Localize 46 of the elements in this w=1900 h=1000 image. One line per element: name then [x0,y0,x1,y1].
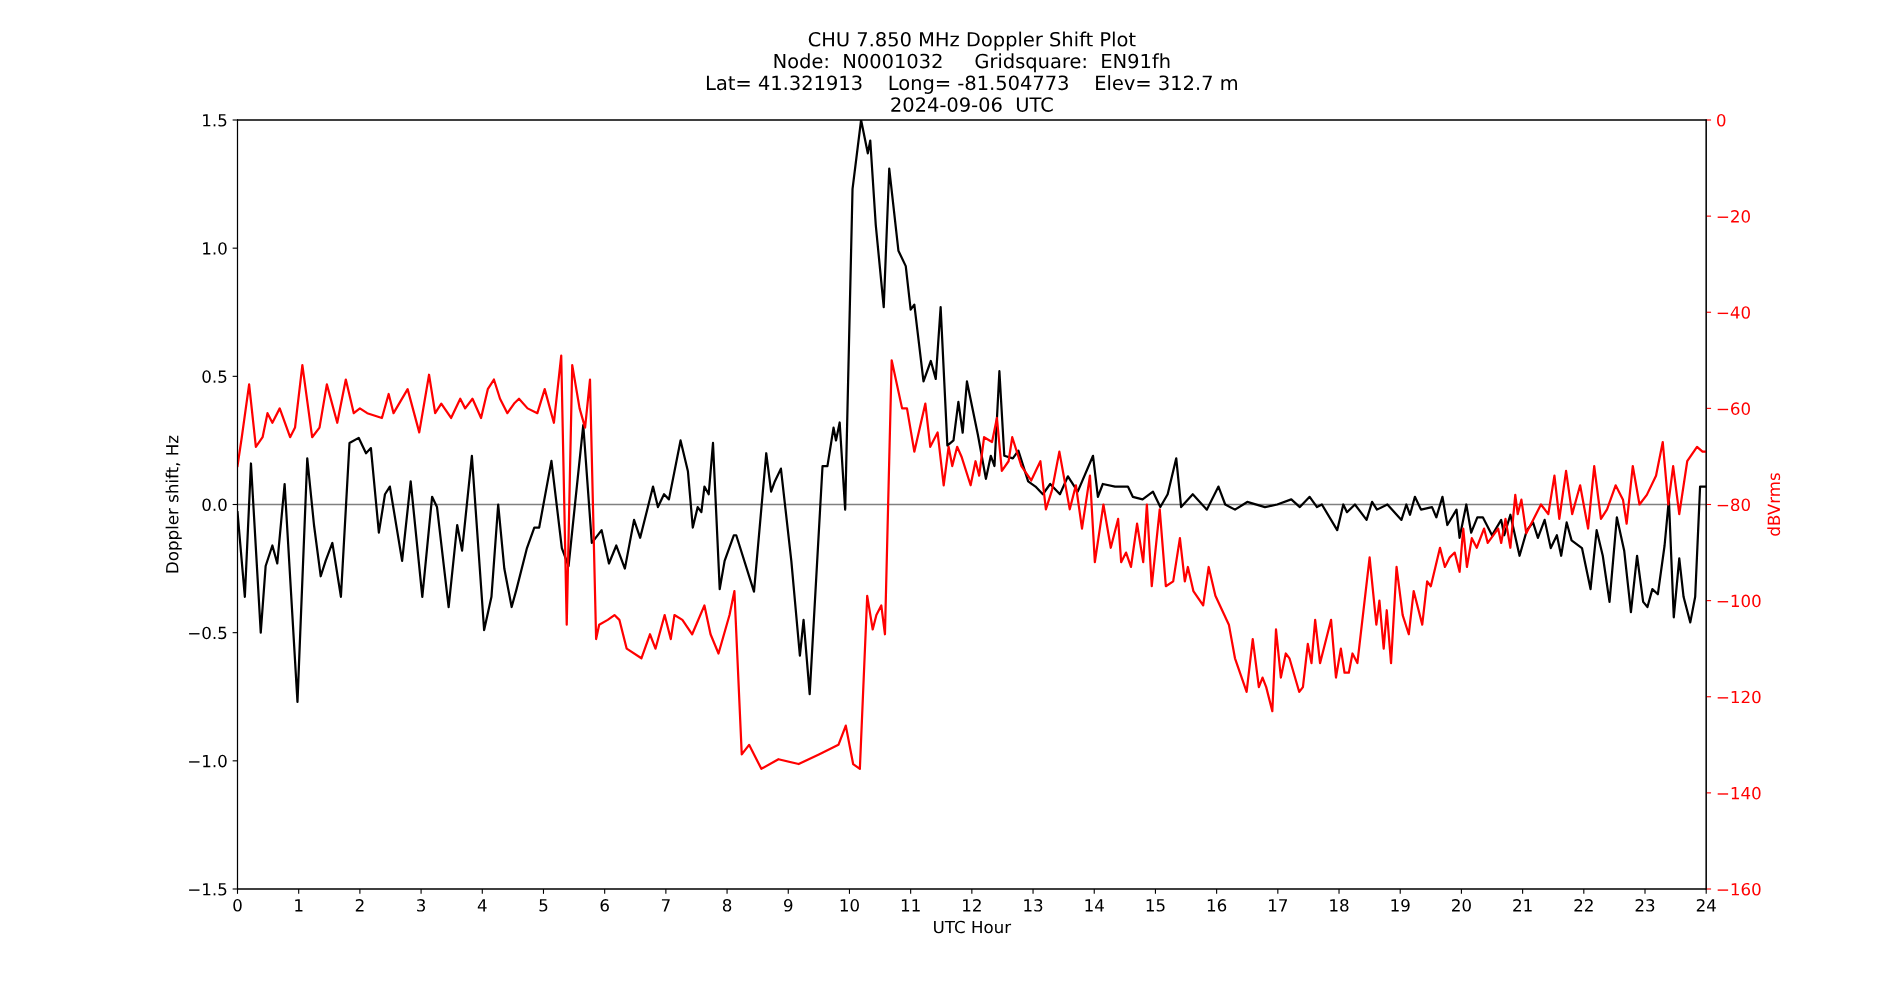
y2-tick-label: −60 [1717,402,1750,415]
x-tick-label: 12 [963,899,981,912]
x-axis-title: UTC Hour [934,920,1012,934]
x-tick-label: 10 [840,899,859,912]
y2-tick-label: −160 [1717,882,1761,896]
y-tick-label: 1.5 [203,114,227,127]
x-tick-label: 16 [1207,899,1227,912]
x-tick-label: 13 [1024,899,1043,912]
y2-tick-label: −100 [1717,594,1761,608]
x-tick-label: 22 [1574,899,1593,912]
y-axis-title: Doppler shift, Hz [165,435,182,573]
y-tick-label: −1.5 [189,883,227,896]
x-tick-label: 0 [233,899,242,912]
line-series [237,354,1707,770]
x-tick-label: 21 [1513,899,1532,912]
y2-tick-label: −140 [1717,786,1761,800]
x-tick-label: 23 [1635,899,1655,912]
y2-tick-label: −120 [1717,690,1761,704]
y-tick-label: 0.0 [202,498,227,512]
x-tick-label: 2 [355,899,364,912]
x-tick-label: 6 [600,899,609,912]
x-tick-label: 5 [539,899,548,912]
x-tick-label: 9 [784,899,793,912]
x-tick-label: 8 [722,899,732,912]
y2-tick-label: 0 [1717,113,1726,127]
y-tick-label: 1.0 [203,242,227,255]
x-tick-label: 18 [1330,899,1349,912]
x-tick-label: 20 [1452,899,1471,912]
x-tick-label: 3 [417,899,426,912]
x-tick-label: 24 [1696,899,1716,912]
x-tick-label: 15 [1146,899,1165,912]
y-tick-label: −0.5 [189,626,227,640]
x-tick-label: 14 [1085,899,1104,912]
chart-title: CHU 7.850 MHz Doppler Shift Plot Node: N0001032 Gridsquare: EN91fh Lat= 41.321913 Long= -81.504773 Elev= 312.7 m 2024-09-06 UTC [706,31,1237,112]
x-tick-label: 17 [1269,899,1288,912]
y2-tick-label: −80 [1717,498,1750,512]
x-tick-label: 19 [1391,899,1410,912]
x-tick-label: 11 [901,899,920,912]
y-tick-label: −1.0 [189,754,227,768]
y-tick-label: 0.5 [202,370,227,383]
x-tick-label: 1 [295,899,303,912]
y2-tick-label: −20 [1717,210,1750,223]
y2-tick-label: −40 [1717,306,1750,319]
y2-axis-title: dBVrms [1767,473,1781,536]
x-tick-label: 4 [477,899,487,912]
x-tick-label: 7 [661,899,670,912]
